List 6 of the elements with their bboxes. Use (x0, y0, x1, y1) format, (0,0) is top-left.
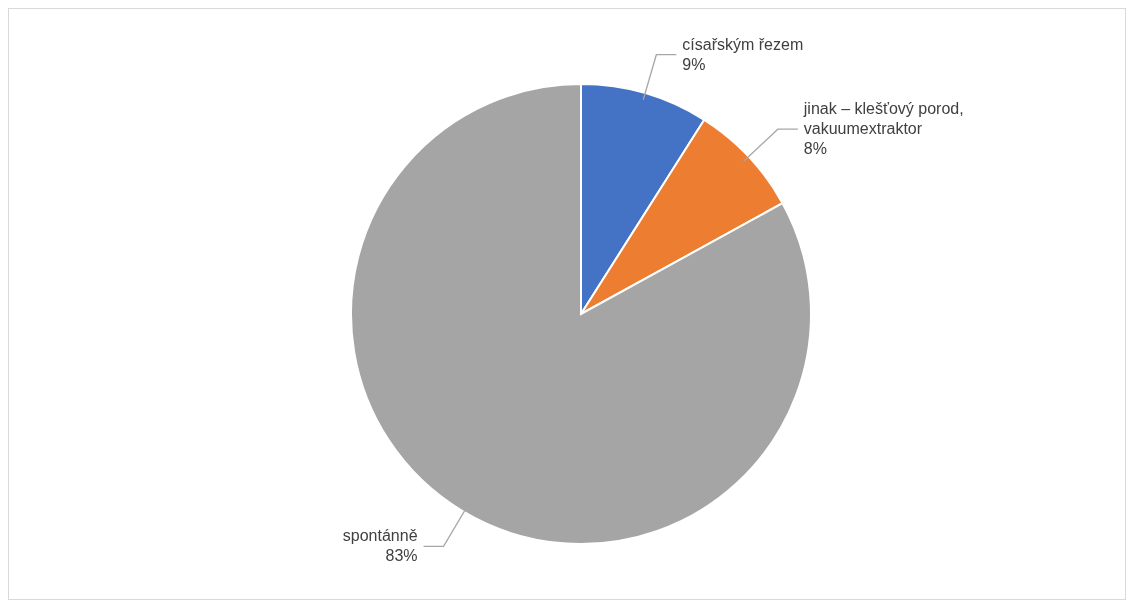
data-label: 83% (385, 547, 418, 565)
slice-label: císařským řezem (682, 35, 804, 53)
slice-label: spontánně (342, 527, 418, 545)
data-label: 8% (803, 140, 827, 158)
slice-label: jinak – klešťový porod, vakuumextraktor (802, 100, 964, 138)
data-label: 9% (682, 55, 706, 73)
